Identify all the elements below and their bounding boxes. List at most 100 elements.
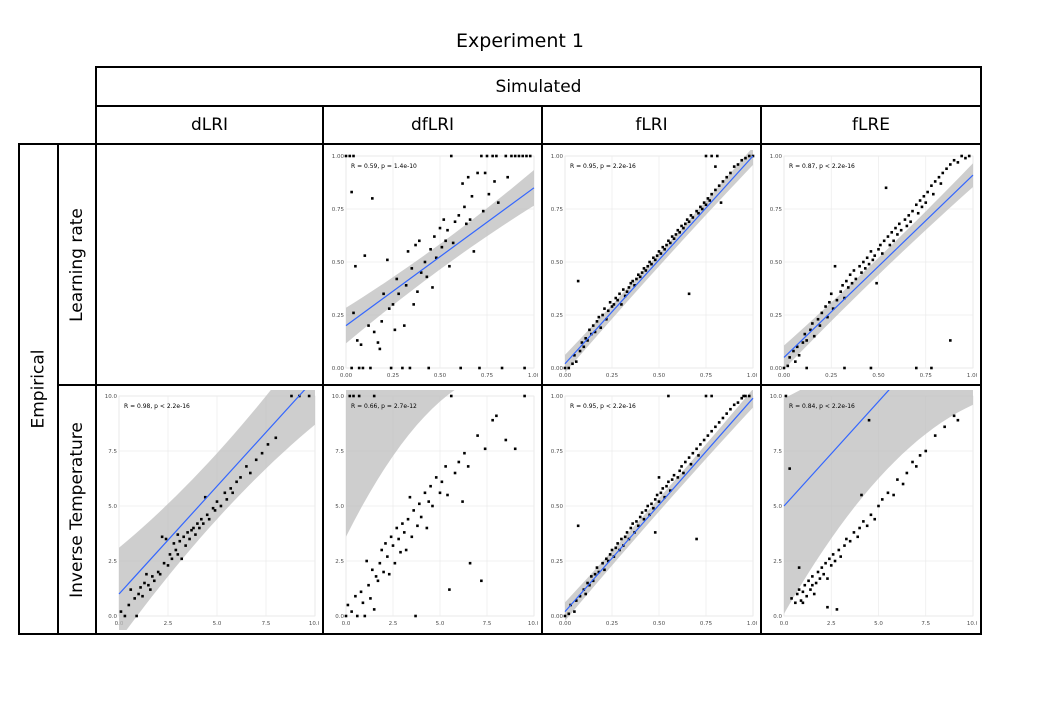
- data-point: [862, 520, 865, 523]
- data-point: [845, 279, 848, 283]
- x-tick-label: 0.75: [481, 373, 494, 379]
- data-point: [794, 601, 797, 605]
- data-point: [601, 313, 604, 317]
- data-point: [933, 434, 937, 437]
- data-point: [839, 290, 842, 293]
- data-point: [468, 561, 472, 565]
- data-point: [164, 537, 168, 541]
- data-point: [915, 465, 918, 468]
- data-point: [896, 233, 899, 236]
- data-point: [702, 201, 706, 204]
- data-point: [717, 421, 721, 424]
- data-point: [625, 290, 629, 293]
- data-point: [797, 566, 801, 569]
- data-point: [480, 154, 483, 158]
- data-point: [274, 436, 278, 440]
- data-point: [933, 180, 937, 183]
- x-tick-label: 0.75: [920, 373, 933, 379]
- data-point: [676, 228, 680, 232]
- x-tick-label: 1.00: [747, 373, 757, 379]
- data-point: [593, 330, 597, 334]
- data-point: [376, 341, 380, 344]
- data-point: [620, 537, 623, 541]
- data-point: [410, 267, 414, 270]
- data-point: [691, 216, 695, 219]
- data-point: [480, 579, 483, 583]
- data-point: [433, 235, 436, 238]
- data-point: [824, 305, 827, 308]
- data-point: [797, 588, 801, 591]
- data-point: [170, 557, 174, 561]
- data-point: [803, 332, 807, 336]
- data-point: [687, 220, 691, 224]
- data-point: [573, 610, 576, 613]
- data-point: [438, 491, 442, 495]
- y-tick-label: 0.25: [770, 313, 783, 319]
- data-point: [621, 288, 625, 291]
- scatter-plot-it-fLRE: 0.00.0 2.5 2.5 5.0 5.0 7.5 7.5 10.0 10.0 R = 0.84…: [770, 390, 977, 627]
- data-point: [670, 478, 674, 481]
- x-tick-label: 0.00: [778, 373, 791, 379]
- data-point: [391, 303, 395, 306]
- data-point: [438, 226, 442, 230]
- data-point: [196, 522, 199, 525]
- data-point: [665, 243, 668, 247]
- y-tick-label: 2.5: [108, 559, 117, 565]
- data-point: [818, 577, 822, 580]
- data-point: [290, 394, 293, 398]
- data-point: [119, 610, 123, 613]
- data-point: [245, 465, 248, 468]
- x-tick-label: 0.00: [559, 621, 572, 627]
- data-point: [811, 322, 814, 325]
- data-point: [903, 218, 907, 221]
- data-point: [704, 154, 708, 158]
- data-point: [491, 418, 494, 422]
- data-point: [915, 203, 918, 207]
- data-point: [907, 214, 911, 217]
- data-point: [425, 275, 429, 279]
- data-point: [699, 443, 702, 446]
- data-point: [818, 324, 822, 327]
- y-tick-label: 5.0: [335, 504, 344, 510]
- data-point: [588, 328, 591, 332]
- data-point: [858, 526, 861, 530]
- data-point: [744, 156, 747, 160]
- x-tick-label: 10.0: [309, 621, 319, 627]
- data-point: [591, 324, 595, 327]
- data-point: [225, 498, 229, 501]
- data-point: [667, 480, 670, 484]
- data-point: [151, 575, 154, 578]
- data-point: [828, 557, 831, 561]
- data-point: [143, 581, 146, 585]
- x-tick-label: 0.25: [606, 621, 619, 627]
- data-point: [875, 281, 878, 285]
- data-point: [174, 548, 178, 552]
- x-tick-label: 7.5: [262, 621, 271, 627]
- y-tick-label: 0.25: [551, 559, 564, 565]
- data-point: [348, 154, 352, 158]
- scatter-plot-lr-dfLRI: 0.000.00 0.25 0.25 0.50 0.50 0.75 0.75 1.00 1.00…: [332, 154, 538, 379]
- data-point: [382, 570, 385, 574]
- data-point: [453, 220, 457, 224]
- data-point: [605, 317, 608, 321]
- data-point: [496, 201, 500, 204]
- data-point: [852, 531, 856, 534]
- data-point: [631, 522, 634, 525]
- data-point: [200, 517, 203, 521]
- data-point: [129, 588, 133, 591]
- data-point: [952, 158, 956, 162]
- col-label-fLRI: fLRI: [635, 115, 668, 135]
- data-point: [894, 226, 897, 230]
- data-point: [190, 528, 193, 532]
- figure-title: Experiment 1: [456, 30, 584, 52]
- data-point: [732, 403, 736, 407]
- data-point: [178, 539, 182, 543]
- data-point: [682, 226, 685, 230]
- row-group-header: Empirical: [18, 143, 59, 635]
- data-point: [616, 298, 619, 302]
- data-point: [440, 245, 444, 249]
- data-point: [389, 535, 393, 539]
- data-point: [721, 416, 725, 420]
- x-tick-label: 7.5: [921, 621, 930, 627]
- data-point: [674, 233, 678, 236]
